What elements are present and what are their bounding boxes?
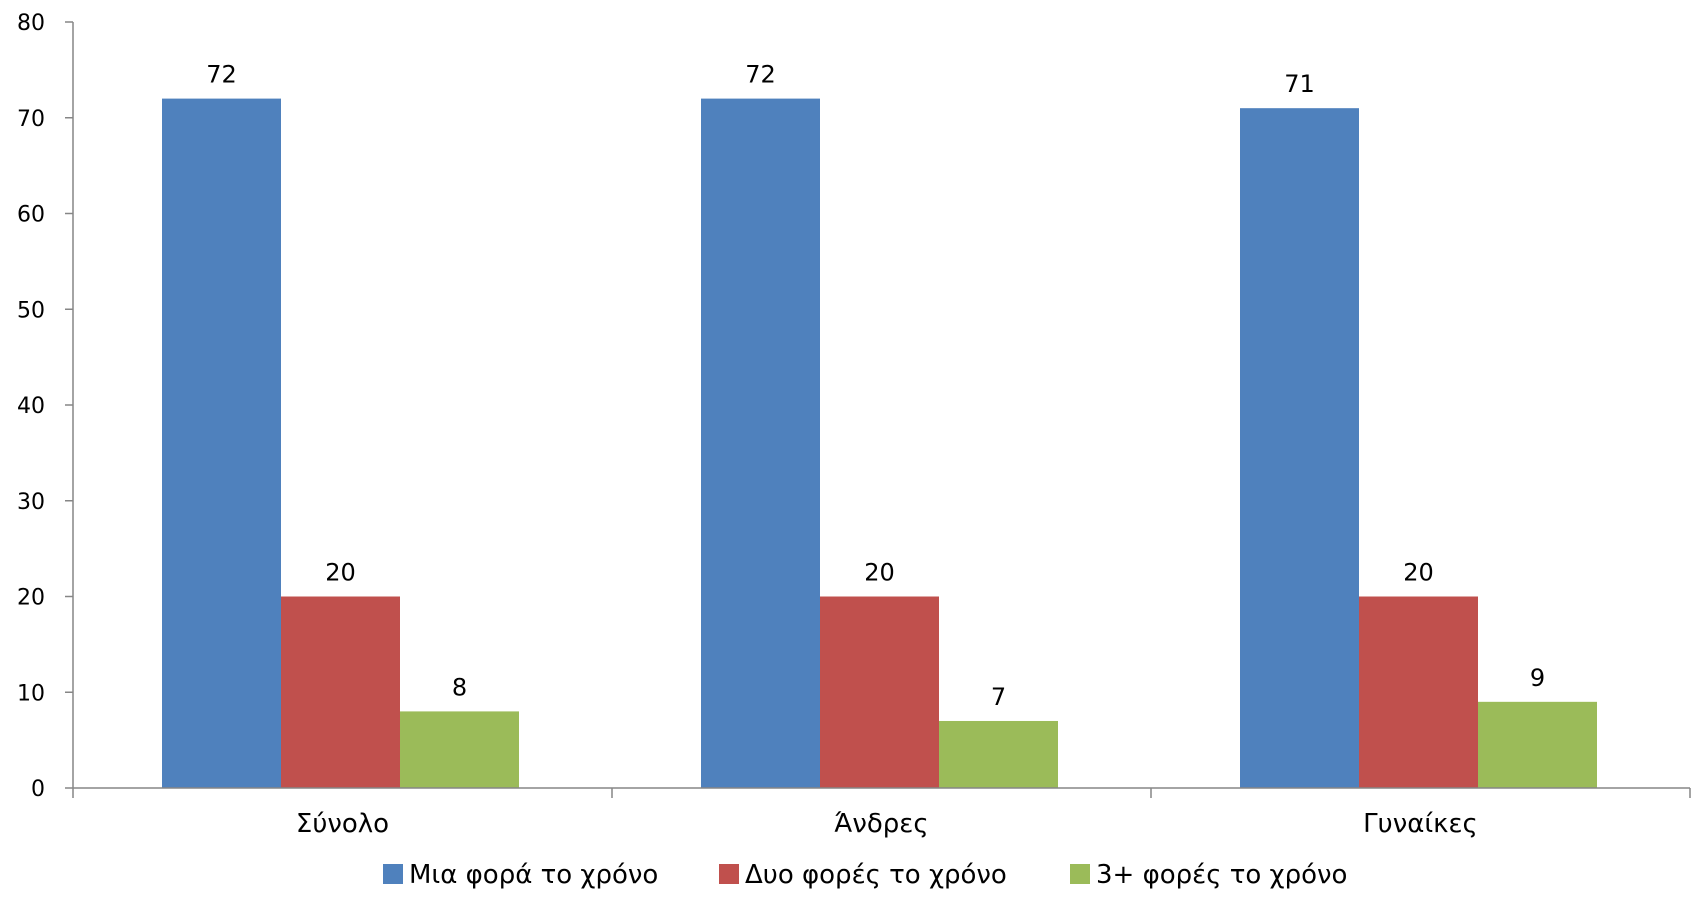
y-tick-label: 20: [17, 586, 45, 611]
bar-1-2: [701, 98, 820, 789]
data-label: 72: [745, 61, 776, 89]
bar-2-3: [1359, 596, 1478, 788]
data-label: 72: [206, 61, 237, 89]
bar-1-3: [1240, 108, 1359, 789]
y-axis-ticks: 0 10 20 30 40 50 60 70 80: [17, 11, 73, 802]
bar-3-2: [939, 720, 1058, 788]
y-tick-label: 70: [17, 107, 45, 132]
bar-2-1: [281, 596, 400, 788]
category-label: Άνδρες: [834, 809, 928, 839]
data-label: 20: [325, 559, 356, 587]
legend: Μια φορά το χρόνο Δυο φορές το χρόνο 3+ φο…: [383, 860, 1347, 890]
data-label: 7: [991, 683, 1006, 711]
legend-label-3: 3+ φορές το χρόνο: [1096, 860, 1347, 890]
category-label: Σύνολο: [296, 809, 389, 839]
y-tick-label: 50: [17, 298, 45, 323]
y-tick-label: 80: [17, 11, 45, 36]
y-tick-label: 60: [17, 203, 45, 228]
y-tick-label: 10: [17, 681, 45, 706]
y-tick-label: 30: [17, 490, 45, 515]
y-tick-label: 40: [17, 394, 45, 419]
axes: [72, 22, 1691, 798]
bar-3-3: [1478, 701, 1597, 788]
legend-label-2: Δυο φορές το χρόνο: [745, 860, 1007, 890]
legend-swatch-3: [1070, 864, 1090, 884]
bar-2-2: [820, 596, 939, 788]
data-label: 8: [452, 673, 467, 701]
y-tick-label: 0: [31, 777, 45, 802]
category-label: Γυναίκες: [1363, 809, 1478, 839]
data-labels: 72 20 8 72 20 7 71 20 9: [206, 61, 1545, 711]
data-label: 20: [864, 559, 895, 587]
bar-3-1: [400, 711, 519, 788]
bar-1-1: [162, 98, 281, 789]
legend-swatch-1: [383, 864, 403, 884]
data-label: 9: [1530, 664, 1545, 692]
legend-swatch-2: [719, 864, 739, 884]
data-label: 20: [1403, 559, 1434, 587]
legend-label-1: Μια φορά το χρόνο: [409, 860, 658, 890]
bars: [162, 98, 1597, 789]
x-axis-labels: Σύνολο Άνδρες Γυναίκες: [296, 809, 1478, 839]
data-label: 71: [1284, 70, 1315, 98]
